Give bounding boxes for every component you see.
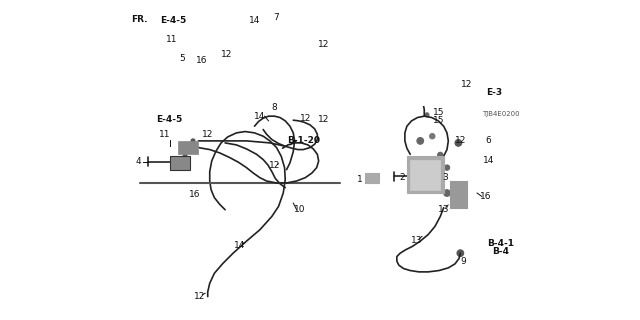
- Circle shape: [176, 160, 183, 166]
- Circle shape: [417, 138, 424, 144]
- Text: 12: 12: [221, 50, 232, 59]
- Circle shape: [455, 140, 461, 146]
- Circle shape: [438, 152, 443, 158]
- Text: 14: 14: [234, 241, 246, 250]
- Bar: [170, 156, 189, 170]
- Bar: [407, 156, 444, 193]
- Text: TJB4E0200: TJB4E0200: [482, 111, 519, 117]
- Text: B-4-1: B-4-1: [487, 239, 514, 248]
- Text: FR.: FR.: [131, 15, 148, 24]
- Text: 12: 12: [317, 115, 329, 124]
- Text: 12: 12: [202, 130, 213, 139]
- Text: 3: 3: [442, 173, 448, 182]
- Text: 9: 9: [461, 257, 467, 266]
- Text: 15: 15: [433, 116, 444, 125]
- Text: 12: 12: [317, 40, 329, 49]
- Text: 12: 12: [454, 136, 466, 145]
- Text: E-4-5: E-4-5: [160, 16, 186, 25]
- Circle shape: [456, 188, 460, 192]
- Circle shape: [183, 154, 187, 158]
- Text: 1: 1: [357, 175, 363, 184]
- Bar: [365, 173, 379, 183]
- Bar: [170, 156, 189, 170]
- Text: 12: 12: [269, 161, 280, 170]
- Text: 12: 12: [461, 80, 473, 89]
- Text: 7: 7: [274, 13, 280, 22]
- Text: 16: 16: [480, 192, 492, 201]
- Text: 12: 12: [194, 292, 205, 300]
- Text: 2: 2: [399, 173, 405, 182]
- Text: 11: 11: [159, 130, 171, 139]
- Text: 10: 10: [294, 205, 306, 214]
- Circle shape: [454, 192, 462, 200]
- Text: 14: 14: [249, 16, 260, 25]
- Bar: [179, 141, 198, 154]
- Text: 13: 13: [438, 205, 449, 214]
- Text: B-4: B-4: [492, 247, 509, 256]
- Circle shape: [444, 190, 451, 196]
- Circle shape: [429, 133, 435, 139]
- Circle shape: [420, 170, 430, 180]
- Text: E-3: E-3: [486, 88, 502, 97]
- Text: 12: 12: [300, 114, 311, 123]
- Text: 6: 6: [486, 136, 492, 145]
- Circle shape: [457, 250, 464, 257]
- Text: 16: 16: [196, 56, 207, 65]
- Circle shape: [422, 172, 428, 178]
- Bar: [410, 160, 440, 190]
- Circle shape: [191, 139, 195, 143]
- Circle shape: [425, 113, 429, 117]
- Text: 13: 13: [411, 236, 422, 245]
- Text: 5: 5: [179, 53, 184, 62]
- Bar: [451, 181, 467, 208]
- Text: 16: 16: [189, 190, 200, 199]
- Text: 8: 8: [271, 103, 277, 112]
- Circle shape: [183, 144, 189, 151]
- Text: 11: 11: [166, 35, 177, 44]
- Circle shape: [444, 165, 450, 170]
- Text: 4: 4: [136, 157, 141, 166]
- Text: 14: 14: [483, 156, 494, 165]
- Text: E-4-5: E-4-5: [157, 115, 183, 124]
- Text: 15: 15: [433, 108, 444, 117]
- Text: B-1-20: B-1-20: [287, 136, 320, 145]
- Circle shape: [404, 84, 410, 91]
- Text: 14: 14: [254, 112, 266, 121]
